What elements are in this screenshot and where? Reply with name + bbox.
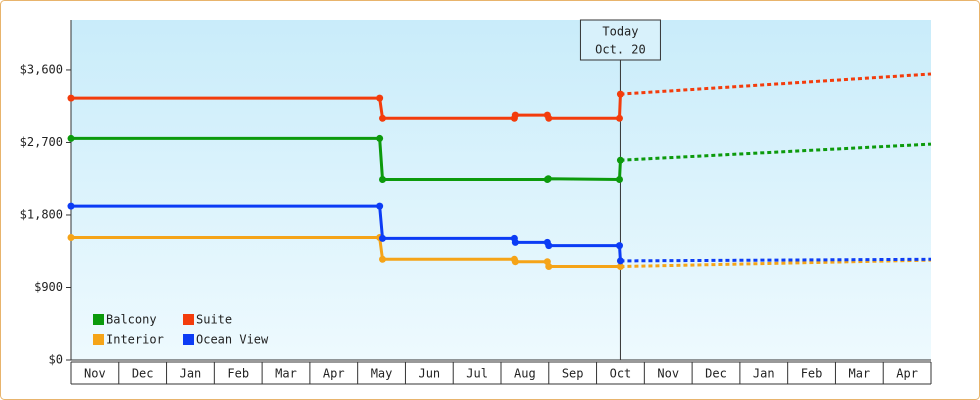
point: [67, 234, 75, 242]
legend-swatch: [183, 334, 194, 345]
x-tick-label: Sep: [562, 367, 584, 381]
today-box: [579, 19, 661, 61]
y-tick-label: $1,800: [20, 207, 63, 221]
forecast-line: [620, 142, 932, 162]
x-tick-label: Jul: [466, 367, 488, 381]
x-tick-label: Jan: [180, 367, 202, 381]
point: [379, 234, 387, 242]
legend-label: Suite: [196, 313, 232, 327]
point: [615, 176, 623, 184]
y-tick-label: $900: [34, 280, 63, 294]
point: [379, 114, 387, 122]
point: [616, 156, 624, 164]
point: [67, 202, 75, 210]
legend-swatch: [93, 334, 104, 345]
point: [545, 114, 553, 122]
legend-swatch: [183, 314, 194, 325]
today-label: Today: [602, 25, 638, 39]
point: [616, 263, 624, 271]
x-tick-label: Feb: [227, 367, 249, 381]
x-tick-label: Apr: [323, 367, 345, 381]
point: [545, 242, 553, 250]
x-tick-label: Dec: [705, 367, 727, 381]
point: [616, 90, 624, 98]
x-tick-label: Feb: [801, 367, 823, 381]
x-tick-label: Mar: [848, 367, 870, 381]
point: [545, 263, 553, 271]
point: [615, 242, 623, 250]
point: [379, 176, 387, 184]
today-label: Oct. 20: [595, 43, 646, 57]
x-tick-label: Nov: [84, 367, 106, 381]
x-tick-label: Apr: [896, 367, 918, 381]
x-tick-label: Aug: [514, 367, 536, 381]
y-tick-label: $2,700: [20, 135, 63, 149]
point: [511, 111, 519, 119]
point: [376, 134, 384, 142]
point: [544, 175, 552, 183]
point: [511, 238, 519, 246]
point: [511, 258, 519, 266]
forecast-line: [620, 258, 932, 269]
point: [615, 114, 623, 122]
x-tick-label: Jan: [753, 367, 775, 381]
x-tick-label: Nov: [657, 367, 679, 381]
y-tick-label: $0: [49, 353, 63, 367]
x-tick-label: May: [371, 367, 393, 381]
x-tick-label: Mar: [275, 367, 297, 381]
legend-label: Balcony: [106, 313, 157, 327]
forecast-line: [620, 72, 932, 96]
legend-label: Interior: [106, 333, 164, 347]
legend-label: Ocean View: [196, 333, 269, 347]
x-tick-label: Jun: [418, 367, 440, 381]
forecast-line: [620, 257, 932, 263]
legend-swatch: [93, 314, 104, 325]
point: [67, 94, 75, 102]
point: [376, 202, 384, 210]
x-tick-label: Oct: [610, 367, 632, 381]
y-tick-label: $3,600: [20, 62, 63, 76]
point: [376, 94, 384, 102]
plot-area: [71, 20, 931, 360]
point: [67, 134, 75, 142]
point: [616, 257, 624, 265]
x-tick-label: Dec: [132, 367, 154, 381]
point: [379, 255, 387, 263]
